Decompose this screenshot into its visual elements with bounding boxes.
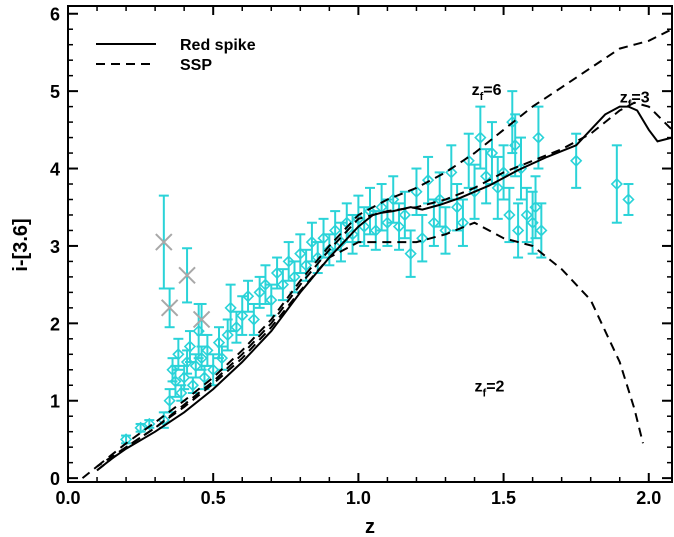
data-point-diamond [520,208,533,222]
data-point-diamond [175,386,188,400]
data-point-diamond [392,220,406,233]
plot-frame [67,5,673,483]
y-tick-label: 3 [50,237,60,257]
data-point-diamond [535,224,548,237]
rejected-point-x-b [160,299,179,317]
ticks-layer: 0.0 0.5 1.0 1.5 2.0 0 1 2 3 4 5 6 [50,5,672,508]
data-point-diamond [329,224,342,237]
data-point-diamond [450,201,464,214]
data-point-diamond [224,301,237,314]
x-tick-label: 2.0 [636,488,661,508]
data-point-diamond [294,247,307,260]
rejected-point-x-b [192,310,211,329]
data-point-diamond [622,193,635,206]
data-point-diamond [503,208,516,222]
series-line-2 [96,101,673,472]
data-point-diamond [215,352,229,365]
data-point-diamond [299,259,313,272]
curve-annotation: zf=6 [472,82,502,103]
data-point-diamond [404,247,417,260]
data-point-diamond [221,328,234,342]
data-point-diamond [134,421,147,434]
y-tick-label: 1 [50,392,60,412]
data-point-diamond [207,363,220,376]
legend-label-ssp: SSP [180,57,212,74]
data-point-diamond [398,208,411,222]
data-point-diamond [445,166,458,179]
data-point-diamond [491,181,504,195]
data-point-diamond [183,340,197,353]
series-line-3 [81,221,644,479]
data-points-layer [119,90,635,446]
x-tick-label: 0.5 [201,488,226,508]
data-point-diamond [172,348,185,361]
series-layer [81,28,673,479]
data-point-diamond [381,216,394,229]
data-point-diamond [570,154,583,167]
data-point-diamond [346,228,359,241]
data-point-diamond [241,290,255,303]
x-tick-label: 1.0 [346,488,371,508]
data-point-diamond [265,293,278,307]
data-point-diamond [195,352,208,365]
rejected-point-x-b [155,233,173,251]
data-point-diamond [236,309,249,322]
data-point-diamond [247,313,260,326]
data-point-diamond [369,224,382,237]
y-axis-label: i-[3.6] [10,218,32,271]
y-tick-label: 6 [50,5,60,25]
rejected-points-layer [155,194,211,336]
data-point-diamond [288,270,301,284]
data-point-diamond [323,243,336,256]
data-point-diamond [189,359,202,373]
data-point-diamond [439,224,452,237]
data-point-diamond [282,255,295,268]
x-axis-label: z [365,516,375,537]
rejected-point-x-b [178,266,196,285]
data-point-diamond [529,201,542,214]
annotations-layer: zf=6 zf=3 zf=2 [472,82,650,399]
data-point-diamond [509,139,522,152]
data-point-diamond [421,174,435,187]
data-point-diamond [532,131,545,144]
y-tick-label: 5 [50,82,60,102]
data-point-diamond [427,216,441,229]
data-point-diamond [178,371,191,384]
curve-annotation: zf=3 [620,90,650,111]
x-tick-label: 1.5 [491,488,516,508]
y-tick-label: 0 [50,469,60,489]
data-point-diamond [212,336,226,349]
legend-label-red-spike: Red spike [180,37,256,54]
legend: Red spike SSP [96,37,256,74]
series-line-0 [96,105,673,472]
data-point-diamond [198,371,211,384]
data-point-diamond [276,278,290,291]
y-tick-label: 2 [50,314,60,334]
data-point-diamond [416,232,429,245]
data-point-diamond [474,131,487,144]
data-point-diamond [511,224,525,237]
data-point-diamond [186,379,199,392]
data-point-diamond [485,146,499,160]
series-line-1 [96,28,673,468]
data-point-diamond [143,417,156,431]
y-tick-label: 4 [50,160,60,180]
data-point-diamond [201,344,214,357]
x-tick-label: 0.0 [55,488,80,508]
data-point-diamond [169,375,182,388]
data-point-diamond [305,235,319,249]
data-point-diamond [610,177,623,191]
data-point-diamond [387,193,400,206]
data-point-diamond [259,278,272,291]
curve-annotation: zf=2 [475,378,505,399]
data-point-diamond [270,266,284,280]
data-point-diamond [253,286,266,299]
data-point-diamond [317,232,330,245]
data-point-diamond [163,394,176,407]
data-point-diamond [230,321,243,334]
